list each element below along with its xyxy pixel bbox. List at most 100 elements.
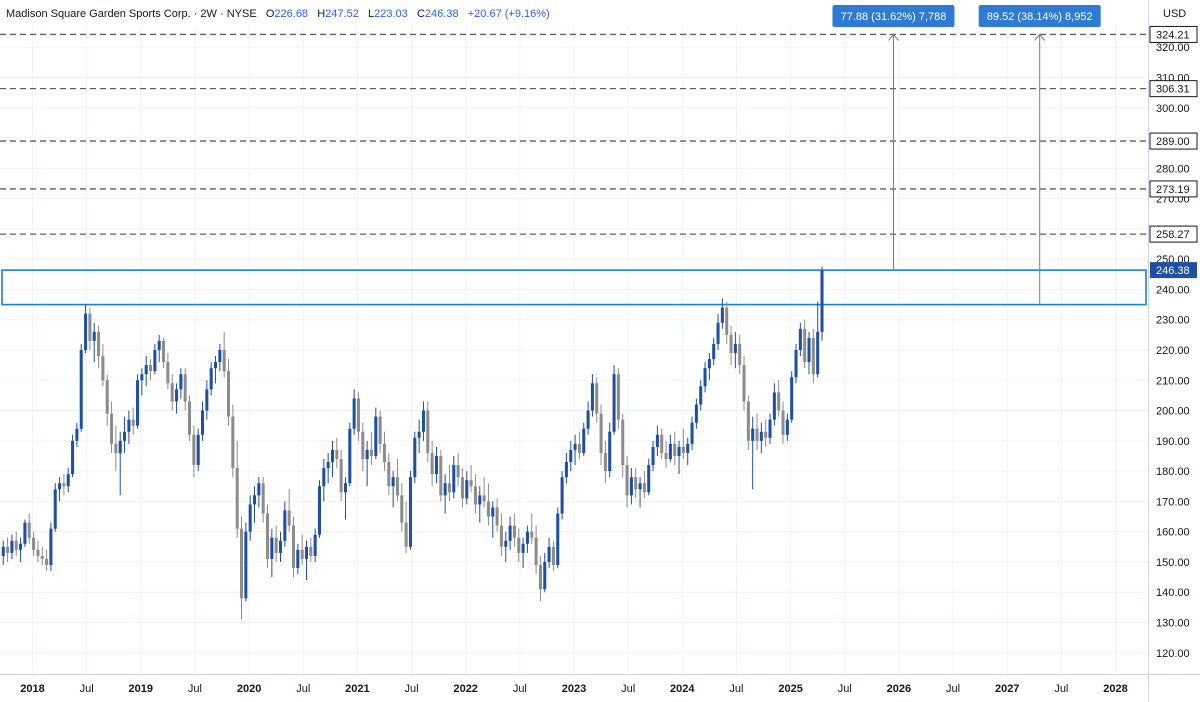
- measure-label-box: [978, 5, 1101, 27]
- time-tick-label: Jul: [1054, 683, 1068, 695]
- candle-body: [300, 549, 304, 559]
- candle-body: [114, 443, 118, 453]
- candle-body: [131, 419, 135, 426]
- candle-body: [27, 522, 31, 538]
- time-tick-label: 2027: [995, 683, 1019, 695]
- candle-body: [616, 374, 620, 420]
- candle-body: [348, 428, 352, 484]
- candle-body: [296, 549, 300, 569]
- candle-body: [478, 495, 482, 505]
- candle-body: [92, 331, 96, 341]
- time-tick-label: Jul: [838, 683, 852, 695]
- price-tick-label: 120.00: [1156, 648, 1190, 660]
- time-tick-label: 2021: [345, 683, 369, 695]
- candle-body: [512, 525, 516, 538]
- candle-body: [543, 561, 547, 590]
- candle-body: [157, 340, 161, 350]
- candle-body: [725, 307, 729, 335]
- candle-body: [456, 465, 460, 478]
- candle-body: [452, 465, 456, 493]
- candle-body: [820, 270, 824, 332]
- candle-body: [270, 537, 274, 559]
- candle-body: [690, 422, 694, 444]
- candle-body: [486, 501, 490, 517]
- candle-body: [170, 383, 174, 402]
- candle-body: [530, 531, 534, 538]
- time-tick-label: 2024: [670, 683, 695, 695]
- candle-body: [660, 434, 664, 453]
- time-tick-label: Jul: [188, 683, 202, 695]
- candle-body: [382, 443, 386, 463]
- candle-body: [465, 480, 469, 499]
- low-label: L: [368, 8, 375, 20]
- level-price-tag-box: [1149, 80, 1198, 98]
- candle-body: [196, 434, 200, 466]
- candle-body: [421, 410, 425, 432]
- price-tick-label: 200.00: [1156, 406, 1190, 418]
- candle-body: [127, 419, 131, 432]
- time-tick-label: 2020: [237, 683, 261, 695]
- price-tick-label: 280.00: [1156, 163, 1190, 175]
- candle-body: [144, 365, 148, 375]
- candle-body: [582, 428, 586, 453]
- price-axis: 120.00 130.00 140.00 150.00 160.00 170.00 180.…: [1148, 0, 1198, 702]
- candle-body: [703, 368, 707, 387]
- candle-body: [608, 431, 612, 472]
- level-price-tag: 306.31: [1156, 84, 1190, 96]
- candle-body: [140, 374, 144, 381]
- candle-body: [681, 446, 685, 453]
- candle-body: [686, 443, 690, 453]
- candle-body: [408, 477, 412, 547]
- candle-body: [45, 558, 49, 565]
- candle-body: [222, 350, 226, 372]
- price-tick-label: 150.00: [1156, 557, 1190, 569]
- change-value: +20.67 (+9.16%): [467, 8, 550, 20]
- candle-body: [781, 410, 785, 435]
- candle-body: [378, 416, 382, 444]
- candle-body: [729, 334, 733, 354]
- time-tick-label: 2026: [887, 683, 911, 695]
- measure-arrowhead: [888, 33, 899, 41]
- candle-body: [175, 389, 179, 402]
- candle-body: [430, 452, 434, 475]
- candle-body: [746, 401, 750, 441]
- measure-label: 89.52 (38.14%) 8,952: [987, 11, 1093, 23]
- candle-body: [101, 356, 105, 381]
- candle-body: [694, 404, 698, 423]
- candle-body: [304, 546, 309, 559]
- candle-body: [595, 383, 599, 414]
- candle-body: [564, 462, 568, 478]
- candle-body: [504, 540, 508, 547]
- last-price-tag-box: [1150, 262, 1197, 279]
- candle-body: [14, 540, 18, 550]
- candle-body: [434, 455, 438, 475]
- candle-body: [664, 452, 668, 460]
- candle-body: [391, 477, 395, 487]
- price-tick-label: 320.00: [1156, 42, 1190, 54]
- candle-body: [79, 350, 83, 429]
- candle-body: [538, 564, 542, 590]
- candle-body: [443, 483, 447, 496]
- candle-body: [508, 525, 512, 541]
- candle-body: [231, 416, 235, 469]
- candle-body: [629, 477, 633, 496]
- candle-body: [395, 477, 399, 496]
- price-tick-label: 240.00: [1156, 284, 1190, 296]
- candle-body: [49, 528, 53, 565]
- candle-body: [768, 419, 772, 438]
- candle-body: [742, 365, 746, 402]
- price-tick-label: 130.00: [1156, 618, 1190, 630]
- candle-body: [235, 468, 239, 529]
- candle-body: [413, 437, 417, 478]
- candle-body: [707, 359, 711, 369]
- candle-body: [265, 513, 270, 559]
- level-price-tag-box: [1149, 25, 1198, 43]
- level-price-tag-box: [1149, 225, 1198, 243]
- candle-body: [369, 449, 373, 456]
- candle-body: [274, 537, 278, 553]
- candle-body: [621, 419, 625, 466]
- candles: [1, 266, 824, 620]
- candle-body: [426, 410, 430, 453]
- candle-body: [136, 380, 140, 426]
